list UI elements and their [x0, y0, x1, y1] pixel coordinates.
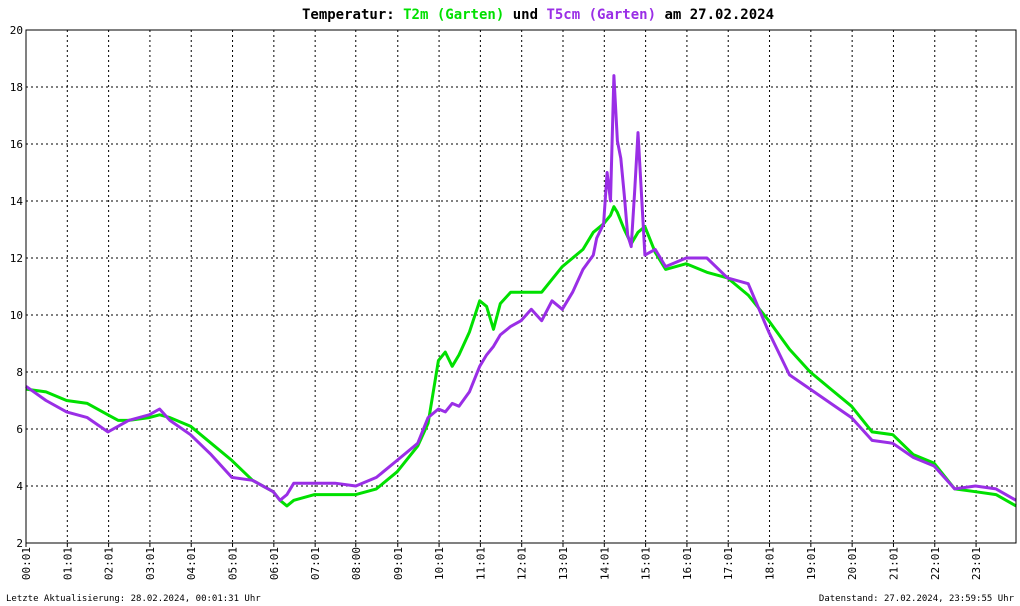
x-tick-label: 11:01 — [474, 547, 487, 580]
x-tick-label: 23:01 — [970, 547, 983, 580]
y-tick-label: 10 — [10, 309, 23, 322]
y-tick-label: 2 — [16, 537, 23, 550]
x-tick-label: 09:01 — [392, 547, 405, 580]
y-tick-label: 12 — [10, 252, 23, 265]
title-part-4: am 27.02.2024 — [656, 7, 774, 23]
x-tick-label: 08:00 — [350, 547, 363, 580]
x-tick-label: 17:01 — [722, 547, 735, 580]
x-tick-label: 12:01 — [516, 547, 529, 580]
x-tick-label: 07:01 — [309, 547, 322, 580]
y-tick-label: 14 — [10, 195, 24, 208]
x-tick-label: 05:01 — [227, 547, 240, 580]
x-tick-label: 19:01 — [805, 547, 818, 580]
y-tick-label: 16 — [10, 138, 23, 151]
y-tick-label: 8 — [16, 366, 23, 379]
y-tick-label: 6 — [16, 423, 23, 436]
y-tick-label: 18 — [10, 81, 23, 94]
x-tick-label: 10:01 — [433, 547, 446, 580]
y-tick-label: 4 — [16, 480, 23, 493]
footer-data-status: Datenstand: 27.02.2024, 23:59:55 Uhr — [819, 594, 1015, 604]
x-tick-label: 13:01 — [557, 547, 570, 580]
x-tick-label: 22:01 — [929, 547, 942, 580]
x-tick-label: 16:01 — [681, 547, 694, 580]
title-part-0: Temperatur: — [302, 7, 403, 23]
t2m-line — [25, 205, 1017, 508]
x-tick-label: 03:01 — [144, 547, 157, 580]
x-axis: 00:01 01:01 02:01 03:01 04:01 05:01 06:01 07:01… — [20, 543, 983, 580]
x-tick-label: 18:01 — [764, 547, 777, 580]
title-part-3: T5cm (Garten) — [546, 7, 656, 23]
x-tick-label: 04:01 — [185, 547, 198, 580]
x-tick-label: 00:01 — [20, 547, 33, 580]
grid-lines — [26, 30, 1016, 543]
plot-frame — [25, 29, 1017, 544]
x-tick-label: 01:01 — [61, 547, 74, 580]
footer-last-update: Letzte Aktualisierung: 28.02.2024, 00:01… — [6, 594, 261, 604]
title-part-2: und — [504, 7, 546, 23]
chart-title: Temperatur: T2m (Garten) und T5cm (Garte… — [302, 7, 774, 23]
x-tick-label: 21:01 — [887, 547, 900, 580]
x-tick-label: 15:01 — [640, 547, 653, 580]
x-tick-label: 14:01 — [598, 547, 611, 580]
title-part-1: T2m (Garten) — [403, 7, 504, 23]
x-tick-label: 06:01 — [268, 547, 281, 580]
t5cm-line — [25, 74, 1017, 502]
y-tick-label: 20 — [10, 24, 23, 37]
x-tick-label: 02:01 — [103, 547, 116, 580]
series-lines — [25, 74, 1017, 508]
x-tick-label: 20:01 — [846, 547, 859, 580]
y-axis: 2 4 6 8 10 12 14 16 18 20 — [10, 24, 24, 550]
